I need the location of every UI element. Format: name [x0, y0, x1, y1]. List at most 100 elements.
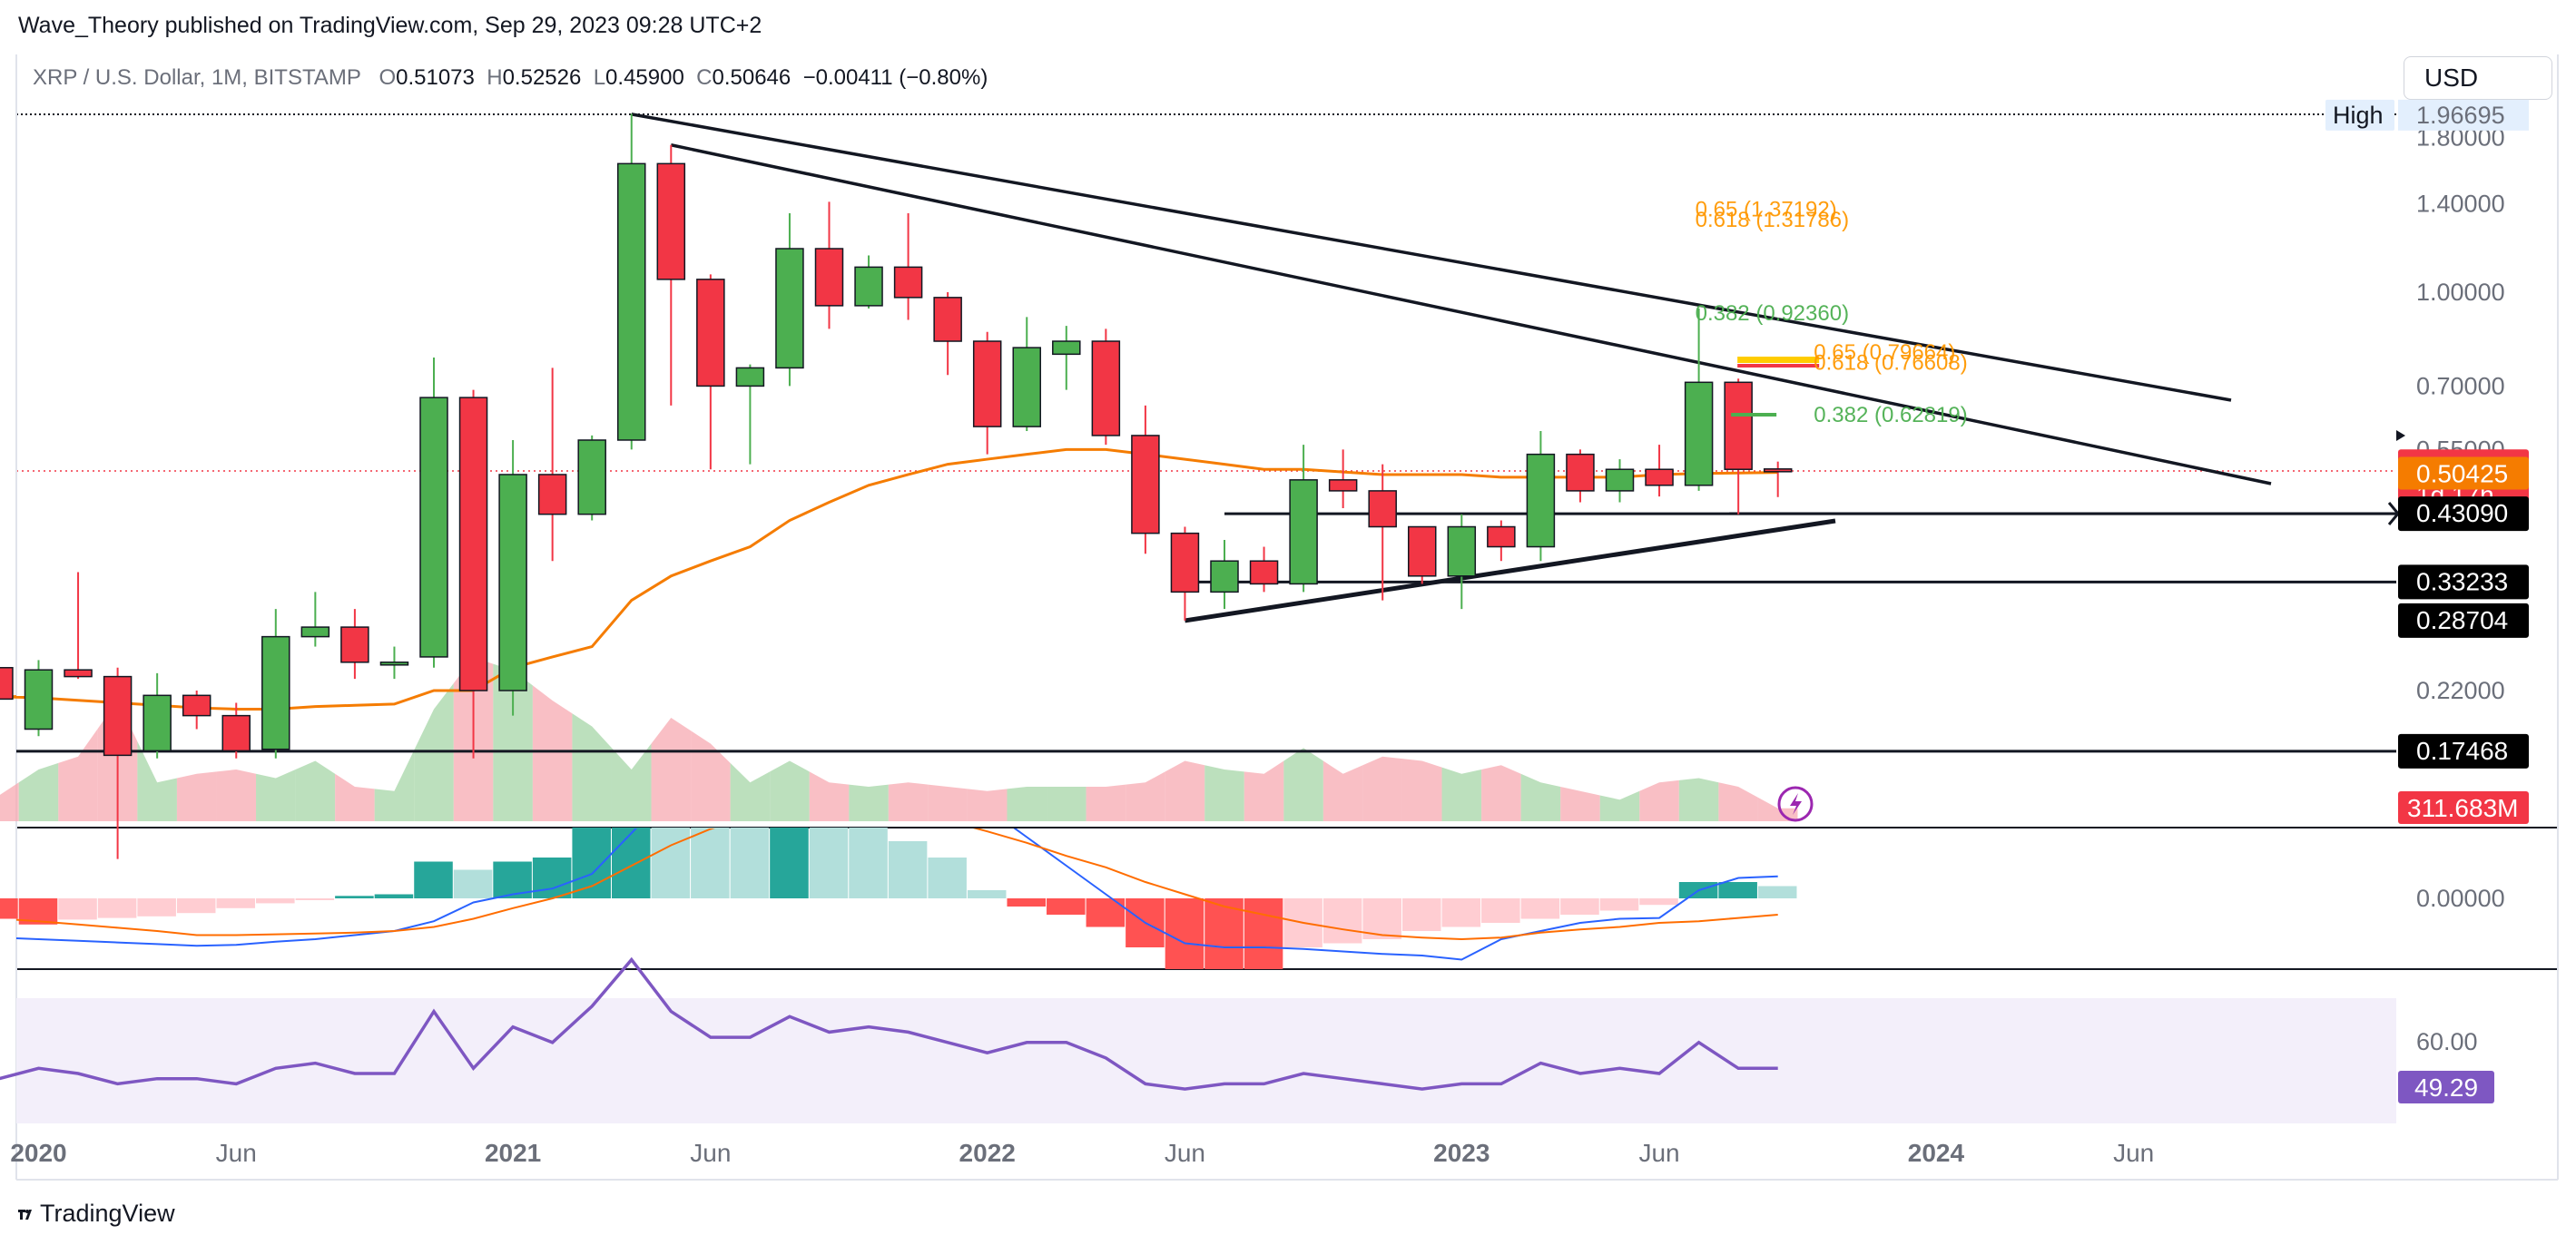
- volume-area-segment: [770, 760, 810, 821]
- candle: [1724, 378, 1753, 515]
- macd-histogram-bar: [0, 898, 18, 919]
- candle: [1012, 317, 1041, 431]
- macd-line: [16, 828, 1778, 961]
- candle: [1249, 546, 1279, 593]
- candle-body: [458, 397, 488, 691]
- candle: [1210, 540, 1239, 610]
- fibonacci-layer: 0.618 (1.31786)0.65 (1.37192) 0.382 (0.92…: [1696, 197, 1968, 426]
- close-label: C: [696, 65, 713, 90]
- time-axis-label: Jun: [690, 1139, 731, 1167]
- macd-histogram-bar: [1165, 898, 1204, 969]
- time-axis-label: 2021: [485, 1139, 541, 1167]
- price-chart[interactable]: 0.618 (1.31786)0.65 (1.37192) 0.382 (0.92…: [0, 0, 2576, 1198]
- volume-area-segment: [1560, 787, 1600, 821]
- volume-area-segment: [1441, 767, 1482, 821]
- candle-body: [1210, 560, 1239, 593]
- macd-histogram-bar: [651, 828, 691, 898]
- macd-histogram-bar: [1481, 898, 1520, 923]
- macd-histogram-bar: [453, 869, 493, 898]
- macd-histogram-bar: [1718, 882, 1757, 898]
- price-tag-value: 0.17468: [2416, 737, 2508, 765]
- candle-body: [1605, 468, 1635, 492]
- macd-histogram-bar: [691, 828, 730, 898]
- fib-label: 0.65 (0.79664): [1814, 340, 1955, 365]
- candle: [103, 667, 133, 859]
- high-tag: [2325, 99, 2394, 131]
- price-axis-label: 0.70000: [2416, 372, 2505, 399]
- volume-area-segment: [1639, 779, 1679, 821]
- candle: [972, 331, 1002, 455]
- candle: [1368, 464, 1397, 601]
- rsi-pane: 60.00 49.29: [0, 956, 2494, 1123]
- candle-body: [1526, 453, 1556, 548]
- volume-area-segment: [928, 784, 968, 821]
- candle-body: [656, 162, 686, 280]
- candle: [814, 201, 844, 329]
- volume-area-segment: [1204, 765, 1244, 821]
- price-axis: 1.800001.400001.000000.700000.550000.220…: [1777, 99, 2529, 824]
- currency-button[interactable]: USD: [2404, 56, 2552, 100]
- macd-histogram-bar: [532, 858, 572, 898]
- macd-histogram-bar: [611, 828, 651, 898]
- candle: [0, 667, 14, 701]
- volume-tag-box: [2398, 791, 2529, 824]
- candle: [1131, 405, 1160, 554]
- macd-histogram-bar: [1401, 898, 1441, 931]
- candle-body: [577, 439, 606, 515]
- price-tag-box: [2398, 496, 2529, 532]
- tradingview-footer[interactable]: TradingView: [18, 1200, 175, 1228]
- price-tag-box: [2398, 733, 2529, 769]
- candle: [1447, 514, 1477, 610]
- candle-body: [1487, 525, 1516, 548]
- candle-body: [617, 162, 646, 441]
- volume-area-segment: [572, 713, 612, 821]
- candle: [1645, 445, 1674, 497]
- macd-histogram-bar: [1204, 898, 1244, 969]
- candle-body: [893, 266, 923, 299]
- candle: [24, 660, 54, 737]
- macd-histogram-bar: [928, 858, 967, 898]
- candle: [1289, 445, 1318, 593]
- volume-area-segment: [374, 750, 415, 821]
- candle: [1408, 525, 1437, 584]
- macd-histogram-bar: [1441, 898, 1481, 927]
- candle: [775, 212, 804, 387]
- price-tag-box: [2398, 456, 2529, 490]
- price-tag-value: 0.43090: [2416, 499, 2508, 527]
- fib-label: 0.382 (0.92360): [1696, 301, 1849, 326]
- volume-area-segment: [1718, 782, 1758, 821]
- candle-body: [261, 635, 290, 750]
- high-value: 0.52526: [502, 65, 582, 90]
- macd-histogram-bar: [967, 890, 1007, 898]
- candle: [1684, 308, 1714, 491]
- price-axis-label: 0.22000: [2416, 677, 2505, 704]
- volume-area-segment: [1757, 797, 1798, 821]
- candle: [221, 702, 251, 759]
- close-value: 0.50646: [712, 65, 791, 90]
- volume-area-segment: [1401, 759, 1442, 821]
- fib-label: 0.618 (0.76608): [1814, 350, 1967, 375]
- macd-histogram-bar: [1599, 898, 1639, 911]
- time-axis-label: 2020: [10, 1139, 66, 1167]
- high-tag-label: High: [2333, 102, 2384, 129]
- candle-body: [1091, 340, 1121, 436]
- macd-histogram-bar: [295, 898, 335, 900]
- publisher-caption: Wave_Theory published on TradingView.com…: [18, 13, 762, 38]
- volume-area-segment: [691, 730, 731, 821]
- candle: [1091, 328, 1121, 446]
- volume-area-segment: [1481, 765, 1521, 821]
- candle-body: [300, 626, 330, 638]
- time-axis: 2020 Jun 2021 Jun 2022 Jun 2023 Jun 2024 Jun: [10, 1139, 2154, 1167]
- candle-body: [64, 669, 93, 678]
- candle-body: [1763, 468, 1793, 473]
- macd-histogram-bar: [730, 828, 770, 898]
- macd-histogram-bar: [216, 898, 256, 908]
- volume-area-segment: [888, 782, 929, 821]
- candle: [64, 572, 93, 680]
- fib-label: 0.618 (1.31786): [1696, 208, 1849, 232]
- macd-histogram-bar: [1520, 898, 1560, 919]
- volume-area-segment: [651, 718, 692, 821]
- candle-body: [1368, 490, 1397, 528]
- volume-area-segment: [58, 728, 98, 821]
- candle-body: [379, 662, 409, 666]
